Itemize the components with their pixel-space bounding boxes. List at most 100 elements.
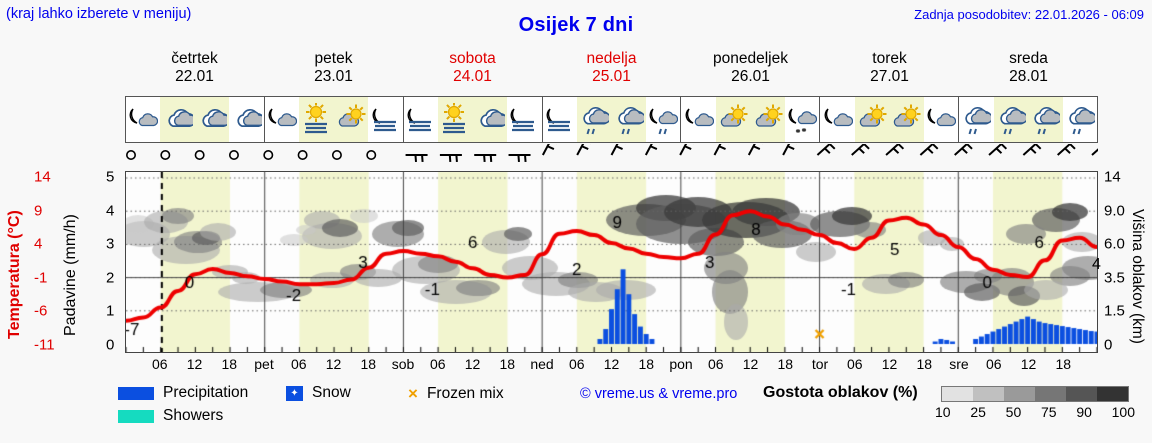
cloud-density-label: Gostota oblakov (%) (763, 384, 918, 401)
day-name: četrtek (171, 50, 218, 67)
moon-cloud-icon (265, 97, 299, 142)
x-tick-18-14: 18 (638, 356, 655, 372)
legend-frozen-mix: × Frozen mix (408, 384, 504, 404)
snow-icon: ✦ (286, 385, 303, 401)
forecast-plot[interactable] (125, 171, 1098, 353)
precip-tick-5: 0 (106, 336, 115, 354)
moon-cloud-rain-icon (646, 97, 680, 142)
cloud-tick-2: 6.0 (1104, 235, 1125, 253)
precipitation-axis-title: Padavine (mm/h) (62, 214, 79, 336)
moon-fog-icon (368, 97, 402, 142)
x-tick-12-9: 12 (464, 356, 481, 372)
day-header-5: ponedeljek 26.01 (681, 48, 820, 88)
x-tick-sre-23: sre (949, 356, 969, 372)
icon-day-4 (543, 97, 682, 142)
legend-snow: ✦ Snow (286, 384, 351, 402)
icon-day-6 (820, 97, 960, 142)
icon-day-3 (404, 97, 543, 142)
density-tick-75: 75 (1040, 404, 1057, 420)
day-name: ponedeljek (713, 50, 788, 67)
showers-swatch (118, 409, 154, 423)
precip-tick-4: 1 (106, 302, 115, 320)
cloud-icon (472, 97, 508, 142)
plot-canvas (126, 172, 1097, 352)
day-header-4: nedelja 25.01 (542, 48, 681, 88)
cloud-icon (194, 97, 230, 142)
day-date: 24.01 (453, 68, 492, 85)
x-tick-06-4: 06 (290, 356, 307, 372)
density-tick-25: 25 (970, 404, 986, 420)
icon-day-2 (265, 97, 404, 142)
cloud-icon (160, 97, 195, 142)
x-tick-sob-7: sob (391, 356, 415, 372)
day-name: petek (314, 50, 353, 67)
temp-tick-1: 9 (34, 202, 43, 220)
legend-precipitation: Precipitation (118, 384, 248, 402)
x-tick-18-2: 18 (221, 356, 238, 372)
sun-fog-icon (438, 97, 473, 142)
x-tick-12-25: 12 (1020, 356, 1037, 372)
legend-showers: Showers (118, 407, 223, 425)
x-tick-06-8: 06 (429, 356, 446, 372)
precip-tick-2: 3 (106, 235, 115, 253)
moon-cloud-icon (924, 97, 958, 142)
x-tick-12-21: 12 (881, 356, 898, 372)
x-tick-pon-15: pon (669, 356, 693, 372)
cloud-rain-icon (611, 97, 646, 142)
cloud-tick-5: 0 (1104, 336, 1113, 354)
x-tick-06-0: 06 (151, 356, 168, 372)
density-tick-10: 10 (935, 404, 951, 420)
moon-fog-icon (543, 97, 577, 142)
x-tick-18-6: 18 (360, 356, 377, 372)
chart-legend: Precipitation Showers ✦ Snow × Frozen mi… (118, 384, 1148, 440)
wind-barbs (126, 135, 1111, 163)
copyright-link[interactable]: © vreme.us & vreme.pro (580, 386, 738, 402)
cloud-rain-icon (959, 97, 993, 142)
day-date: 22.01 (175, 68, 214, 85)
precip-tick-3: 2 (106, 269, 115, 287)
sun-cloud-icon (333, 97, 369, 142)
day-header-6: torek 27.01 (820, 48, 959, 88)
wind-barb-row (125, 135, 1111, 171)
day-name: torek (872, 50, 907, 67)
day-header-strip: četrtek 22.01 petek 23.01 sobota 24.01 nedelja… (125, 48, 1098, 88)
x-tick-06-20: 06 (846, 356, 863, 372)
cloud-tick-3: 3.5 (1104, 269, 1125, 287)
x-tick-12-5: 12 (325, 356, 342, 372)
icon-day-5 (681, 97, 821, 142)
sun-fog-icon (299, 97, 334, 142)
day-date: 23.01 (314, 68, 353, 85)
x-tick-06-24: 06 (985, 356, 1002, 372)
page-title: Osijek 7 dni (518, 14, 634, 36)
cloud-rain-icon (577, 97, 612, 142)
precip-tick-0: 5 (106, 168, 115, 186)
x-tick-tor-19: tor (811, 356, 829, 372)
x-tick-18-26: 18 (1055, 356, 1072, 372)
cloud-icon (229, 97, 263, 142)
sun-cloud-icon (889, 97, 924, 142)
x-tick-18-10: 18 (499, 356, 516, 372)
day-header-2: petek 23.01 (264, 48, 403, 88)
sun-cloud-icon (750, 97, 785, 142)
density-tick-100: 100 (1111, 404, 1135, 420)
cloud-density-colorbar (941, 386, 1129, 402)
x-tick-12-17: 12 (742, 356, 759, 372)
moon-cloud-icon (126, 97, 160, 142)
last-update-text: Zadnja posodobitev: 22.01.2026 - 06:09 (914, 7, 1144, 22)
cloud-rain-icon (1063, 97, 1097, 142)
density-tick-90: 90 (1076, 404, 1092, 420)
day-name: sreda (1009, 50, 1048, 67)
cloud-tick-0: 14 (1104, 168, 1121, 186)
temp-tick-4: -6 (34, 302, 48, 320)
legend-label-frozen-mix: Frozen mix (426, 385, 504, 402)
x-tick-12-1: 12 (186, 356, 203, 372)
moon-cloud-icon (820, 97, 854, 142)
cloud-tick-1: 9.0 (1104, 202, 1125, 220)
sun-cloud-icon (715, 97, 751, 142)
temp-tick-2: 4 (34, 235, 43, 253)
precip-tick-1: 4 (106, 202, 115, 220)
x-tick-ned-11: ned (530, 356, 554, 372)
day-header-7: sreda 28.01 (959, 48, 1098, 88)
cloud-tick-4: 1.5 (1104, 302, 1125, 320)
cloud-rain-icon (1028, 97, 1063, 142)
